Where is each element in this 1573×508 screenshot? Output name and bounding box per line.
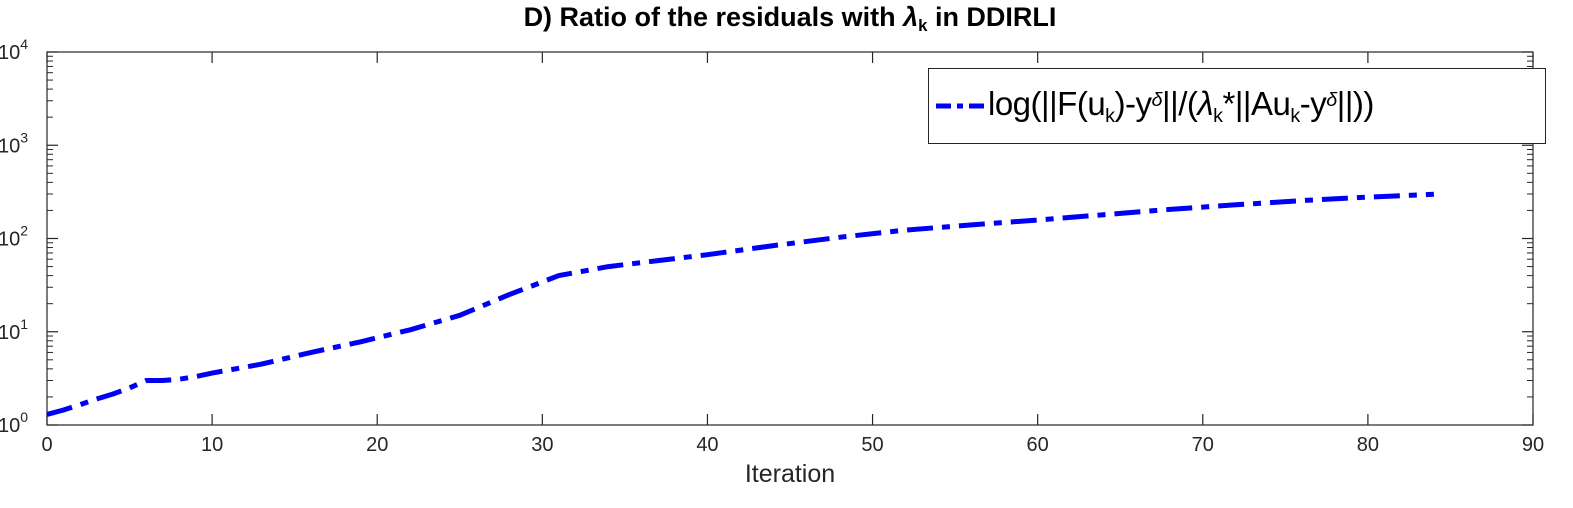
x-axis-ticks: 0 10 20 30 40 50 60 70 80 90 bbox=[41, 52, 1544, 456]
legend-lambda-symbol: λ bbox=[1197, 84, 1214, 122]
legend-box[interactable]: log(||F(uk)-yδ||/(λk*||Auk-yδ||)) bbox=[928, 68, 1546, 144]
y-tick-label: 100 bbox=[0, 409, 28, 437]
legend-text-part: ||/( bbox=[1162, 84, 1198, 122]
x-tick-label: 40 bbox=[696, 434, 718, 456]
x-tick-label: 0 bbox=[41, 434, 52, 456]
x-tick-label: 10 bbox=[201, 434, 223, 456]
x-tick-label: 60 bbox=[1027, 434, 1049, 456]
legend-text-part: ||)) bbox=[1336, 84, 1375, 122]
legend-text-part: )-y bbox=[1114, 84, 1152, 122]
x-tick-label: 70 bbox=[1192, 434, 1214, 456]
y-tick-label: 104 bbox=[0, 36, 28, 64]
legend-superscript-delta: δ bbox=[1326, 88, 1337, 111]
x-axis-label: Iteration bbox=[744, 460, 836, 488]
legend-text-part: -y bbox=[1299, 84, 1327, 122]
legend-label: log(||F(uk)-yδ||/(λk*||Auk-yδ||)) bbox=[988, 85, 1374, 128]
y-tick-label: 103 bbox=[0, 129, 28, 157]
title-lambda-subscript: k bbox=[918, 16, 928, 36]
x-tick-label: 90 bbox=[1522, 434, 1544, 456]
legend-text-part: log(||F(u bbox=[988, 84, 1106, 122]
x-tick-label: 20 bbox=[366, 434, 388, 456]
y-tick-label: 101 bbox=[0, 316, 28, 344]
legend-subscript-k: k bbox=[1213, 104, 1223, 127]
title-lambda-symbol: λ bbox=[903, 2, 919, 32]
y-tick-label: 102 bbox=[0, 223, 28, 251]
title-suffix: in DDIRLI bbox=[927, 2, 1057, 32]
x-tick-label: 30 bbox=[531, 434, 553, 456]
legend-superscript-delta: δ bbox=[1151, 88, 1163, 111]
chart-title: D) Ratio of the residuals with λk in DDI… bbox=[47, 2, 1533, 36]
legend-subscript-k: k bbox=[1290, 104, 1300, 127]
legend-text-part: *||Au bbox=[1222, 84, 1291, 122]
legend-subscript-k: k bbox=[1105, 104, 1115, 127]
series-line bbox=[46, 191, 1435, 417]
title-prefix: D) Ratio of the residuals with bbox=[523, 2, 904, 32]
legend-line-sample bbox=[936, 103, 984, 109]
x-tick-label: 50 bbox=[861, 434, 883, 456]
x-tick-label: 80 bbox=[1357, 434, 1379, 456]
